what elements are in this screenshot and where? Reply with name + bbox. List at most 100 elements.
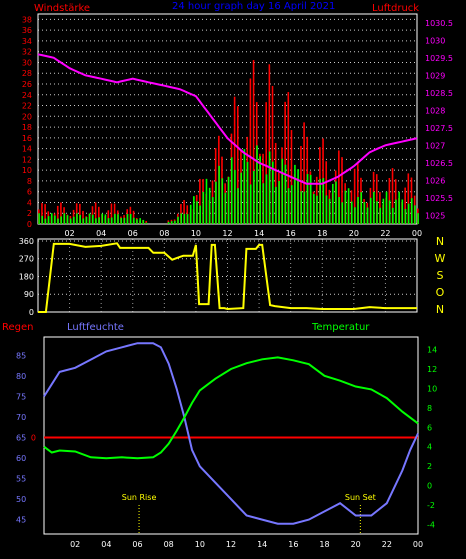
wind-average-bar: [76, 213, 78, 224]
wind-gust-bar: [82, 210, 84, 224]
wind-tick-label: 24: [22, 91, 32, 100]
wind-average-bar: [47, 216, 50, 224]
wind-average-bar: [328, 198, 331, 224]
wind-average-bar: [38, 213, 40, 224]
pressure-line: [37, 53, 418, 185]
wind-average-bar: [73, 216, 75, 224]
wind-average-bar: [354, 207, 356, 224]
wind-x-tick-label: 02: [64, 229, 74, 238]
wind-average-bar: [224, 192, 227, 224]
humidity-tick-label: 75: [16, 393, 26, 402]
wind-x-tick-label: 00: [412, 229, 422, 238]
wind-average-bar: [275, 186, 277, 224]
wind-x-tick-label: 22: [380, 229, 390, 238]
wind-average-bar: [54, 215, 56, 224]
wind-tick-label: 12: [22, 155, 32, 164]
wind-tick-label: 4: [27, 198, 32, 207]
wind-average-bar: [410, 198, 413, 224]
compass-label: S: [437, 269, 444, 282]
wind-gust-bar: [268, 64, 271, 224]
wind-average-bar: [382, 198, 385, 224]
wind-x-tick-label: 10: [191, 229, 201, 238]
pressure-tick-label: 1029: [425, 71, 445, 80]
pressure-tick-label: 1030: [425, 36, 445, 45]
wind-gust-bar: [79, 203, 81, 224]
wind-x-tick-label: 06: [128, 229, 138, 238]
wind-x-tick-label: 18: [317, 229, 327, 238]
wind-gust-bar: [325, 161, 328, 224]
humidity-x-tick-label: 18: [319, 540, 329, 549]
humidity-x-tick-label: 12: [226, 540, 236, 549]
temperature-line: [43, 356, 419, 460]
wind-x-tick-label: 14: [254, 229, 264, 238]
wind-gust-bar: [252, 60, 255, 224]
compass-label: N: [436, 235, 444, 248]
wind-average-bar: [281, 158, 284, 224]
pressure-tick-label: 1030.5: [425, 19, 453, 28]
wind-tick-label: 14: [22, 145, 32, 154]
humidity-x-tick-label: 04: [101, 540, 111, 549]
wind-average-bar: [256, 145, 258, 224]
wind-average-bar: [145, 222, 148, 224]
wind-average-bar: [347, 188, 350, 224]
wind-average-bar: [322, 178, 325, 224]
wind-average-bar: [139, 218, 141, 224]
wind-gust-bar: [107, 210, 110, 224]
wind-average-bar: [212, 197, 214, 224]
wind-average-bar: [249, 184, 252, 224]
header-left-label: Windstärke: [34, 3, 90, 14]
wind-tick-label: 38: [22, 15, 32, 24]
wind-average-bar: [170, 221, 173, 224]
wind-average-bar: [300, 191, 303, 224]
wind-tick-label: 36: [22, 26, 32, 35]
chart-title: 24 hour graph day 16 April 2021: [172, 1, 335, 12]
sun-annotation: Sun Rise: [122, 493, 157, 502]
wind-average-bar: [366, 207, 369, 224]
wind-average-bar: [369, 197, 372, 224]
sun-annotation: Sun Set: [345, 493, 376, 502]
wind-average-bar: [50, 213, 53, 224]
wind-gust-bar: [145, 220, 147, 224]
wind-average-bar: [82, 218, 85, 224]
wind-x-tick-label: 08: [159, 229, 169, 238]
wind-average-bar: [95, 218, 97, 224]
wind-average-bar: [306, 174, 309, 224]
wind-average-bar: [268, 151, 271, 224]
wind-average-bar: [357, 196, 359, 224]
humidity-x-tick-label: 16: [288, 540, 298, 549]
temperature-tick-label: -4: [427, 520, 435, 529]
wind-average-bar: [174, 220, 176, 224]
wind-average-bar: [227, 176, 230, 224]
humidity-tick-label: 60: [16, 454, 26, 463]
wind-average-bar: [120, 217, 123, 224]
wind-average-bar: [44, 218, 47, 224]
wind-gust-bar: [265, 102, 267, 224]
wind-average-bar: [332, 183, 334, 224]
wind-gust-bar: [56, 205, 59, 224]
wind-gust-bar: [183, 200, 185, 224]
compass-label: W: [435, 252, 446, 265]
humidity-panel-frame: [43, 336, 419, 535]
direction-tick-label: 270: [19, 255, 34, 264]
wind-average-bar: [303, 191, 306, 224]
wind-average-bar: [98, 217, 100, 224]
wind-average-bar: [88, 213, 91, 224]
wind-tick-label: 6: [27, 188, 32, 197]
humidity-tick-label: 55: [16, 475, 26, 484]
wind-gust-bar: [94, 202, 97, 224]
wind-average-bar: [57, 218, 59, 224]
wind-average-bar: [234, 169, 236, 224]
wind-average-bar: [319, 179, 321, 224]
direction-tick-label: 180: [19, 272, 34, 281]
wind-tick-label: 2: [27, 209, 32, 218]
wind-gust-bar: [404, 187, 406, 224]
wind-tick-label: 28: [22, 69, 32, 78]
wind-average-bar: [376, 201, 378, 224]
wind-average-bar: [189, 204, 192, 224]
humidity-tick-label: 45: [16, 516, 26, 525]
wind-gust-bar: [44, 204, 46, 224]
wind-average-bar: [205, 178, 208, 224]
wind-average-bar: [284, 164, 287, 224]
wind-tick-label: 34: [22, 37, 32, 46]
rain-tick-label: 0: [31, 434, 36, 443]
